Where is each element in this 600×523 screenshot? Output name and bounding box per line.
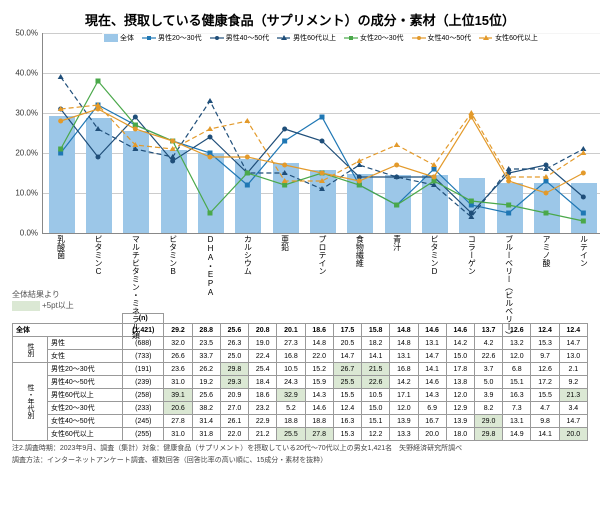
chart: 0.0%10.0%20.0%30.0%40.0%50.0% 乳酸菌ビタミンCマル… [42,33,600,283]
data-table: (n)全体(1,421)29.228.825.620.820.118.617.5… [12,313,588,441]
footnote: 調査方法：インターネットアンケート調査、複数回答（回答比率の高い順に、15成分・… [12,456,588,465]
footnote: 注2.調査時期：2023年9月、調査（集計）対象：健康食品（サプリメント）を摂取… [12,444,588,453]
highlight-note: 全体結果より +5pt以上 [12,289,588,311]
legend: 全体男性20～30代男性40～50代男性60代以上女性20～30代女性40～50… [102,31,600,45]
page-title: 現在、摂取している健康食品（サプリメント）の成分・素材（上位15位） [12,10,588,29]
